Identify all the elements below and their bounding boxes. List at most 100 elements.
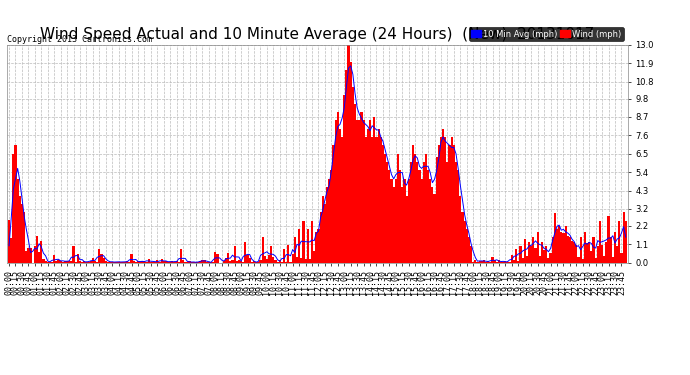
Bar [229,261,231,262]
Bar [341,137,343,262]
Bar [324,204,326,262]
Bar [380,137,382,262]
Bar [345,70,348,262]
Bar [435,157,437,262]
Bar [382,146,384,262]
Bar [275,260,277,262]
Bar [586,243,588,262]
Bar [313,251,315,262]
Bar [624,220,627,262]
Bar [352,87,354,262]
Bar [215,252,217,262]
Bar [601,245,603,262]
Bar [584,232,586,262]
Bar [597,246,599,262]
Bar [391,179,393,262]
Bar [367,129,369,262]
Bar [100,254,103,262]
Bar [240,261,242,262]
Bar [520,246,522,262]
Title: Wind Speed Actual and 10 Minute Average (24 Hours)  (New)  20131017: Wind Speed Actual and 10 Minute Average … [40,27,595,42]
Bar [12,154,14,262]
Bar [103,258,105,262]
Bar [607,216,610,262]
Bar [605,242,607,262]
Bar [283,249,285,262]
Bar [57,260,59,262]
Bar [83,261,86,262]
Bar [401,187,404,262]
Bar [416,162,418,262]
Bar [90,261,92,262]
Bar [44,261,47,262]
Bar [296,257,298,262]
Bar [515,249,518,262]
Bar [622,212,624,262]
Bar [537,232,539,262]
Bar [156,260,159,262]
Bar [248,258,250,262]
Bar [528,242,530,262]
Bar [526,256,528,262]
Bar [92,258,94,262]
Bar [25,251,28,262]
Bar [244,242,246,262]
Bar [10,238,12,262]
Bar [444,137,446,262]
Bar [98,249,100,262]
Bar [498,260,500,262]
Bar [582,259,584,262]
Bar [171,261,173,262]
Bar [356,120,358,262]
Bar [182,260,184,262]
Bar [474,260,476,262]
Bar [393,187,395,262]
Bar [34,246,36,262]
Bar [412,146,414,262]
Bar [360,112,362,262]
Bar [105,261,107,262]
Bar [558,226,560,262]
Bar [427,171,429,262]
Bar [30,248,32,262]
Bar [268,255,270,262]
Bar [551,237,554,262]
Bar [227,253,229,262]
Bar [369,120,371,262]
Bar [40,241,42,262]
Bar [431,187,433,262]
Bar [311,220,313,262]
Bar [470,246,472,262]
Bar [161,259,163,262]
Bar [410,162,412,262]
Bar [591,251,593,262]
Bar [481,261,483,262]
Bar [446,162,448,262]
Bar [571,241,573,262]
Bar [610,237,612,262]
Bar [8,220,10,262]
Bar [180,249,182,262]
Bar [483,260,485,262]
Bar [399,171,401,262]
Bar [333,146,335,262]
Bar [440,137,442,262]
Bar [19,196,21,262]
Bar [225,258,227,262]
Bar [21,204,23,262]
Bar [66,261,68,262]
Bar [406,196,408,262]
Bar [188,261,190,262]
Bar [28,248,30,262]
Bar [395,179,397,262]
Bar [23,212,25,262]
Bar [246,255,248,262]
Bar [549,253,551,262]
Bar [595,258,597,262]
Bar [17,179,19,262]
Bar [354,104,356,262]
Bar [270,246,273,262]
Bar [298,229,300,262]
Bar [362,120,365,262]
Bar [236,261,238,262]
